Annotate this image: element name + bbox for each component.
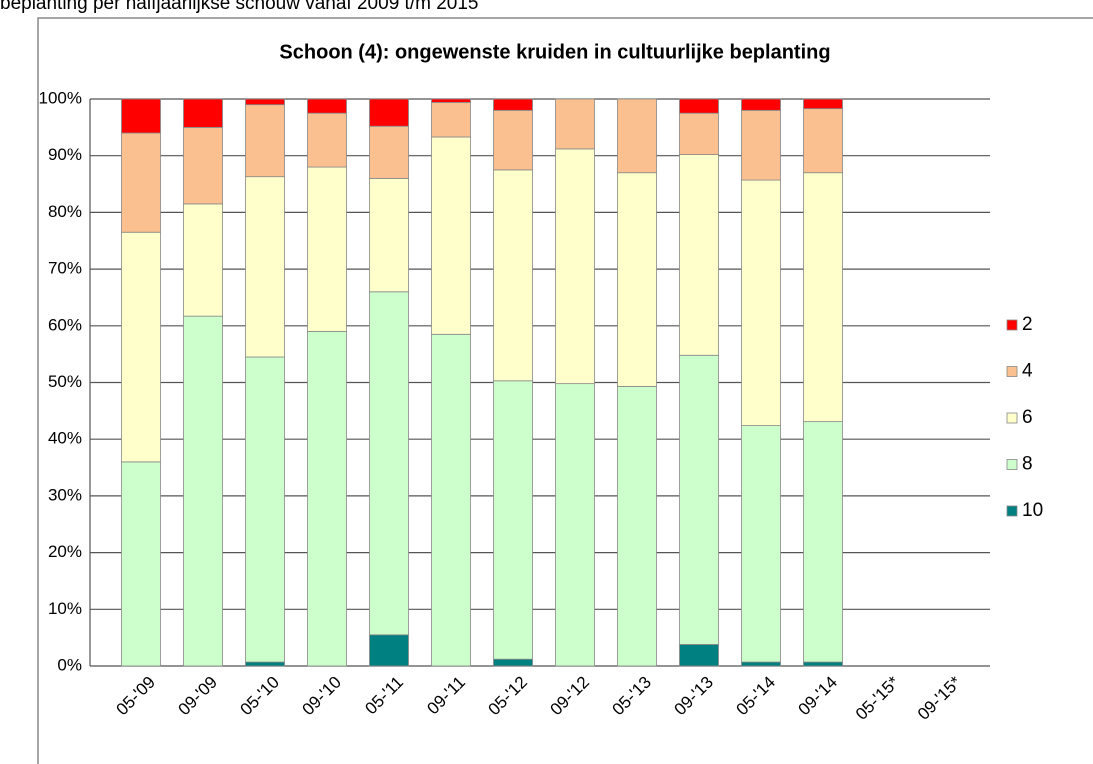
legend-label: 2 (1022, 314, 1033, 335)
bar-segment (121, 231, 161, 463)
bar-segment (741, 425, 781, 663)
bar-segment (245, 104, 285, 178)
bar-segment (183, 203, 223, 317)
bar-segment (369, 634, 409, 667)
caption: beplanting per halfjaarlijkse schouw van… (0, 0, 478, 14)
bar-segment (431, 98, 471, 103)
y-tick-label: 30% (48, 485, 82, 504)
bar-segment (183, 98, 223, 128)
bar-segment (679, 354, 719, 645)
bar-segment (679, 644, 719, 667)
bar-segment (617, 386, 657, 667)
bar-segment (741, 109, 781, 181)
bar-segment (741, 98, 781, 111)
bar-segment (121, 98, 161, 134)
bar-segment (617, 98, 657, 174)
y-tick-label: 60% (48, 315, 82, 334)
bar-segment (121, 461, 161, 667)
legend-swatch (1006, 366, 1018, 377)
y-tick-label: 10% (48, 599, 82, 618)
legend-swatch (1006, 505, 1018, 517)
bar-segment (555, 383, 595, 667)
legend-label: 8 (1022, 454, 1033, 475)
bar-segment (803, 172, 843, 423)
y-tick-label: 0% (57, 655, 82, 674)
bar-segment (183, 315, 223, 667)
bar-segment (741, 661, 781, 667)
bar-segment (307, 98, 347, 114)
bar-segment (617, 172, 657, 387)
bar-segment (493, 658, 533, 667)
bar-segment (741, 179, 781, 426)
bar-segment (183, 126, 223, 205)
bar-segment (803, 421, 843, 663)
bar-segment (803, 108, 843, 174)
legend-label: 6 (1022, 407, 1033, 428)
bar-segment (493, 109, 533, 171)
bar-segment (307, 112, 347, 168)
y-tick-label: 50% (48, 372, 82, 391)
bar-segment (121, 132, 161, 233)
bar-segment (555, 98, 595, 150)
bar-segment (493, 98, 533, 111)
bar-segment (431, 136, 471, 335)
bar-segment (307, 331, 347, 667)
bar-segment (369, 177, 409, 293)
bar-segment (369, 291, 409, 636)
bar-segment (245, 98, 285, 106)
legend-swatch (1006, 319, 1018, 331)
bar-segment (431, 333, 471, 667)
bar-segment (245, 176, 285, 358)
y-tick-label: 100% (39, 88, 82, 107)
bar-segment (679, 154, 719, 356)
bar-segment (431, 102, 471, 138)
y-tick-label: 20% (48, 542, 82, 561)
bar-segment (803, 98, 843, 110)
y-tick-label: 90% (48, 145, 82, 164)
y-tick-label: 70% (48, 259, 82, 278)
bar-segment (369, 125, 409, 179)
bar-segment (493, 380, 533, 660)
legend-label: 4 (1022, 361, 1033, 382)
bar-segment (493, 169, 533, 382)
bar-segment (307, 166, 347, 332)
bar-segment (245, 356, 285, 663)
bar-segment (803, 661, 843, 667)
y-tick-label: 40% (48, 429, 82, 448)
legend-swatch (1006, 412, 1018, 424)
bar-segment (679, 112, 719, 155)
bar-segment (369, 98, 409, 127)
legend-label: 10 (1022, 500, 1043, 521)
bar-segment (245, 661, 285, 667)
bar-segment (555, 148, 595, 385)
legend-swatch (1006, 459, 1018, 470)
bar-segment (679, 98, 719, 114)
chart-title: Schoon (4): ongewenste kruiden in cultuu… (279, 41, 830, 63)
y-tick-label: 80% (48, 202, 82, 221)
